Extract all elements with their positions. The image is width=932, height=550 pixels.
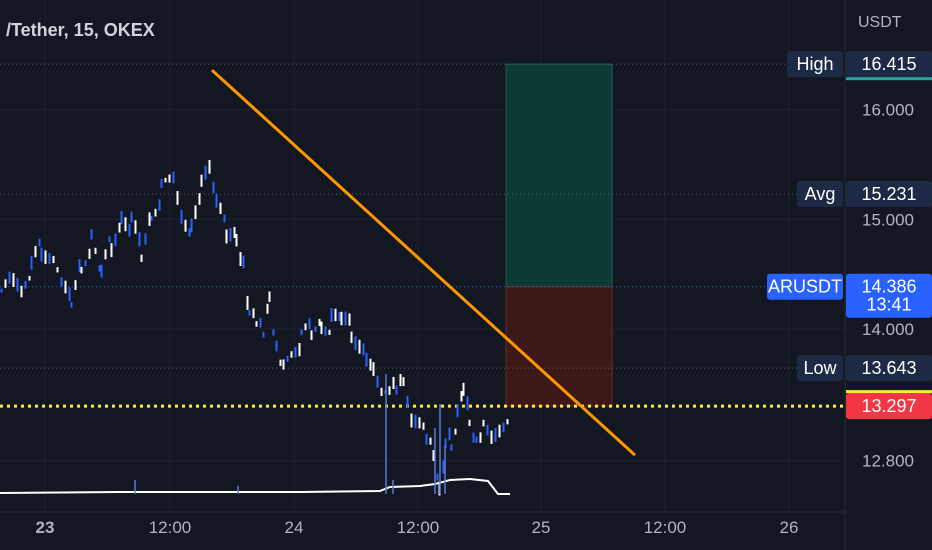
loss-zone[interactable] (505, 286, 613, 407)
price-tag-value: 16.415 (861, 54, 916, 74)
price-tag-value: 13.297 (861, 396, 916, 416)
profit-zone[interactable] (505, 63, 613, 288)
price-tag-label-box (797, 355, 843, 382)
x-tick-label: 25 (532, 518, 551, 537)
x-tick-label: 12:00 (397, 518, 440, 537)
price-tag-value-box (846, 273, 932, 318)
price-tag-value: 14.386 (861, 277, 916, 297)
price-tag-label: ARUSDT (768, 277, 842, 297)
axis-unit: USDT (858, 14, 902, 31)
y-tick-label: 16.000 (862, 101, 914, 120)
price-tag-label-box (787, 51, 843, 78)
price-tag-label: Low (803, 358, 837, 378)
y-tick-label: 12.800 (862, 452, 914, 471)
x-tick-label: 24 (285, 518, 304, 537)
price-tag-accent (846, 77, 932, 81)
x-tick-label: 12:00 (149, 518, 192, 537)
x-tick-label: 12:00 (644, 518, 687, 537)
price-tag-label: Avg (805, 184, 836, 204)
volume-line (0, 477, 510, 495)
price-tag-time: 13:41 (866, 295, 911, 315)
price-tag-value-box (846, 393, 932, 420)
x-tick-label: 23 (36, 518, 55, 537)
price-tag-value: 15.231 (861, 184, 916, 204)
x-tick-label: 26 (780, 518, 799, 537)
price-tag-value-box (846, 51, 932, 78)
trendline[interactable] (210, 69, 637, 457)
y-tick-label: 15.000 (862, 210, 914, 229)
price-tag-label: High (796, 54, 833, 74)
price-tag-value: 13.643 (861, 358, 916, 378)
price-tag-value-box (846, 181, 932, 208)
price-tag-accent (846, 390, 932, 394)
chart-title: /Tether, 15, OKEX (6, 20, 155, 40)
price-tag-label-box (767, 273, 843, 300)
y-tick-label: 14.000 (862, 320, 914, 339)
price-tag-label-box (797, 181, 843, 208)
price-tag-value-box (846, 355, 932, 382)
